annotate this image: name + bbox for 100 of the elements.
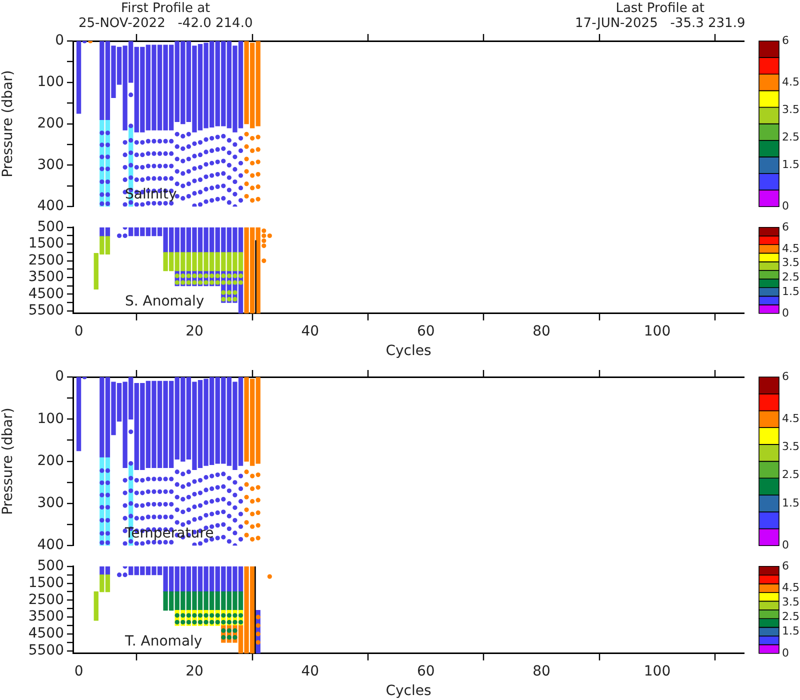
x-tick-label: 80 xyxy=(532,323,550,340)
text: T. Anomaly xyxy=(124,633,202,650)
point xyxy=(244,194,249,199)
point xyxy=(256,640,260,645)
point xyxy=(232,613,238,618)
y-tick-label: 0 xyxy=(55,32,64,49)
y-tick-label: 2500 xyxy=(28,252,64,268)
point xyxy=(262,238,266,244)
x-axis-title: Cycles xyxy=(386,343,432,360)
point xyxy=(238,613,244,618)
y-tick-label: 300 xyxy=(37,156,64,173)
point xyxy=(232,290,238,295)
color-bar-label: 1.5 xyxy=(782,158,800,172)
color-bar-label: 0 xyxy=(782,646,789,660)
point xyxy=(210,620,214,624)
point xyxy=(262,243,266,248)
point xyxy=(256,510,260,516)
point xyxy=(221,628,226,633)
color-bar-label: 4.5 xyxy=(782,412,800,426)
point xyxy=(250,148,255,154)
point xyxy=(192,620,197,624)
y-tick-label: 1500 xyxy=(28,236,64,252)
point xyxy=(256,472,260,478)
y-tick-label: 200 xyxy=(37,115,64,132)
point xyxy=(210,274,214,278)
point xyxy=(250,198,255,203)
point xyxy=(221,290,226,295)
color-bar-label: 1.5 xyxy=(782,624,800,638)
color-bar-label: 6 xyxy=(782,559,789,572)
point xyxy=(244,482,249,487)
color-bar-label: 3.5 xyxy=(782,440,800,454)
color-bar-label: 2.5 xyxy=(782,270,800,284)
point xyxy=(174,274,180,278)
y-tick-label: 4500 xyxy=(28,286,64,302)
point xyxy=(244,470,249,474)
y-tick-label: 400 xyxy=(37,537,64,554)
x-tick-label: 60 xyxy=(416,663,435,680)
y-tick-label: 5500 xyxy=(28,302,64,319)
color-bar-label: 0 xyxy=(782,538,789,552)
point xyxy=(226,628,232,633)
color-bar-label: 0 xyxy=(782,306,789,320)
y-tick-label: 500 xyxy=(37,219,64,236)
y-tick-label: 3500 xyxy=(28,269,64,286)
point xyxy=(244,132,249,136)
point xyxy=(250,512,255,516)
point xyxy=(244,532,249,538)
point xyxy=(215,280,220,285)
point xyxy=(204,613,208,618)
color-bar-label: 6 xyxy=(782,370,789,383)
point xyxy=(186,280,191,285)
y-tick-label: 2500 xyxy=(28,592,64,608)
color-bar-label: 6 xyxy=(782,220,789,234)
point xyxy=(186,620,191,624)
color-bar-label: 4.5 xyxy=(782,75,800,88)
point xyxy=(192,274,197,278)
point xyxy=(244,507,249,512)
point xyxy=(180,274,186,278)
y-tick-label: 100 xyxy=(37,74,64,90)
point xyxy=(232,274,238,278)
color-bar-label: 6 xyxy=(782,34,789,47)
x-tick-label: 80 xyxy=(532,663,550,680)
point xyxy=(262,228,266,234)
x-tick-label: 100 xyxy=(644,663,671,680)
point xyxy=(210,280,214,285)
point xyxy=(226,620,232,624)
x-tick-label: 0 xyxy=(74,323,84,340)
point xyxy=(244,520,249,525)
point xyxy=(221,620,226,624)
point xyxy=(256,523,260,528)
point xyxy=(198,274,203,278)
point xyxy=(226,290,232,295)
point xyxy=(204,620,208,624)
point xyxy=(250,486,255,491)
point xyxy=(262,258,266,264)
x-tick-label: 40 xyxy=(301,323,320,340)
point xyxy=(122,572,128,578)
point xyxy=(215,620,220,624)
point xyxy=(250,160,255,166)
point xyxy=(180,613,186,618)
point xyxy=(267,233,272,238)
color-bar-label: 0 xyxy=(782,199,789,212)
point xyxy=(238,280,244,285)
color-bar-label: 2.5 xyxy=(782,468,800,482)
point xyxy=(250,173,255,178)
color-bar-label: 4.5 xyxy=(782,242,800,255)
point xyxy=(256,160,260,164)
point xyxy=(226,274,232,278)
y-tick-label: 200 xyxy=(37,452,64,469)
color-bar-label: 2.5 xyxy=(782,610,800,624)
color-bar-label: 3.5 xyxy=(782,256,800,270)
point xyxy=(232,628,238,633)
color-bar-label: 3.5 xyxy=(782,102,800,116)
x-tick-label: 100 xyxy=(644,323,671,340)
point xyxy=(221,280,226,285)
point xyxy=(244,182,249,186)
point xyxy=(244,144,249,149)
color-bar-label: 2.5 xyxy=(782,130,800,144)
color-bar-label: 4.5 xyxy=(782,581,800,594)
point xyxy=(204,274,208,278)
y-axis-title: Pressure (dbar) xyxy=(0,70,16,178)
